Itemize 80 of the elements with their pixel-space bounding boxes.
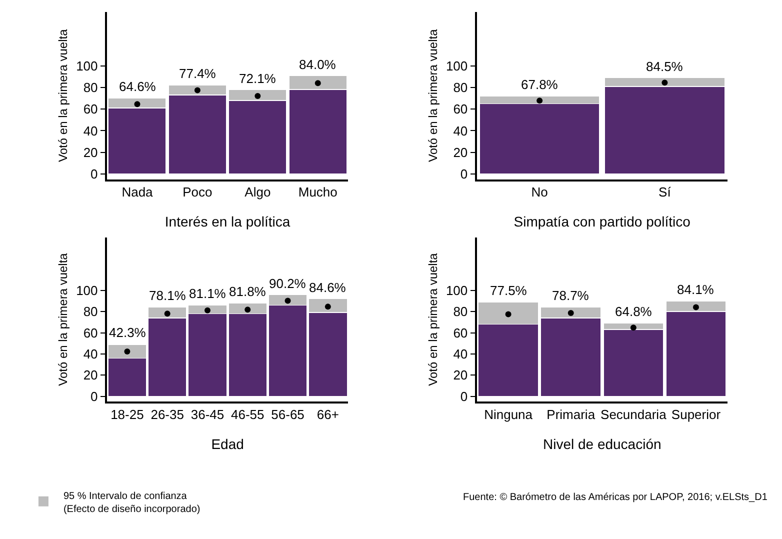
- y-tick-label: 20: [83, 368, 98, 383]
- y-tick-label: 80: [83, 80, 98, 96]
- point: [314, 80, 321, 86]
- x-axis-title: Nivel de educación: [542, 436, 662, 452]
- point: [194, 87, 200, 94]
- y-tick-label: 80: [453, 304, 468, 320]
- x-tick-label: Poco: [182, 184, 212, 200]
- y-tick-label: 40: [453, 123, 468, 138]
- y-tick-label: 80: [453, 80, 468, 96]
- x-tick-label: Ninguna: [484, 407, 534, 422]
- y-tick-label: 40: [453, 346, 468, 362]
- point: [568, 310, 574, 316]
- y-axis-title: Votó en la primera vuelta: [426, 28, 440, 162]
- y-tick-label: 60: [83, 325, 98, 340]
- data-label: 72.1%: [239, 71, 276, 86]
- data-label: 84.0%: [299, 57, 336, 72]
- y-tick-label: 60: [453, 102, 468, 117]
- y-tick-label: 100: [76, 58, 98, 74]
- point: [204, 307, 210, 314]
- point: [505, 311, 512, 318]
- x-tick-label: 26-35: [150, 407, 184, 422]
- point: [134, 101, 140, 108]
- data-label: 84.6%: [309, 280, 346, 295]
- x-tick-label: 18-25: [110, 407, 144, 422]
- x-tick-label: 46-55: [231, 407, 264, 422]
- legend-label: 95 % Intervalo de confianza (Efecto de diseño incorporado): [63, 490, 200, 515]
- y-tick-label: 40: [83, 123, 98, 138]
- point: [244, 306, 251, 313]
- data-label: 67.8%: [521, 77, 558, 92]
- data-label: 42.3%: [109, 325, 146, 340]
- x-tick-label: Superior: [671, 407, 722, 422]
- x-axis-title: Interés en la política: [164, 214, 290, 230]
- data-label: 77.5%: [490, 283, 528, 298]
- x-tick-label: 36-45: [190, 407, 224, 422]
- data-label: 81.1%: [189, 286, 226, 301]
- x-tick-label: Sí: [658, 184, 672, 200]
- x-tick-label: Nada: [122, 184, 154, 200]
- y-tick-label: 0: [90, 166, 98, 182]
- data-label: 78.7%: [552, 288, 590, 303]
- x-tick-label: Algo: [244, 184, 271, 200]
- x-tick-label: Mucho: [298, 184, 338, 200]
- y-tick-label: 100: [446, 58, 468, 74]
- point: [124, 348, 130, 355]
- data-label: 77.4%: [179, 66, 216, 81]
- data-label: 78.1%: [149, 288, 186, 303]
- y-axis-title: Votó en la primera vuelta: [56, 28, 70, 162]
- y-tick-label: 40: [83, 346, 98, 362]
- y-axis-title: Votó en la primera vuelta: [56, 252, 70, 386]
- x-tick-label: No: [531, 184, 548, 200]
- point: [254, 93, 261, 100]
- point: [284, 298, 291, 304]
- y-tick-label: 0: [460, 388, 468, 404]
- point: [630, 324, 636, 331]
- y-tick-label: 80: [83, 304, 98, 320]
- x-tick-label: 56-65: [271, 407, 304, 422]
- point: [164, 310, 170, 317]
- data-label: 81.8%: [229, 284, 266, 299]
- y-tick-label: 20: [453, 368, 468, 383]
- x-axis-title: Simpatía con partido político: [514, 214, 691, 230]
- data-label: 64.8%: [615, 304, 652, 319]
- source-note: Fuente: © Barómetro de las Américas por LAPOP, 2016; v.ELSts_D1: [463, 492, 768, 503]
- y-tick-label: 0: [90, 388, 98, 404]
- x-tick-label: Secundaria: [600, 407, 668, 422]
- y-tick-label: 20: [453, 144, 468, 160]
- x-axis-title: Edad: [211, 436, 244, 452]
- data-label: 84.5%: [646, 59, 684, 74]
- data-label: 84.1%: [677, 282, 714, 297]
- y-tick-label: 0: [460, 166, 468, 182]
- y-tick-label: 100: [446, 282, 468, 298]
- y-tick-label: 60: [453, 325, 468, 340]
- data-label: 64.6%: [119, 79, 156, 94]
- y-axis-title: Votó en la primera vuelta: [426, 252, 440, 386]
- data-label: 90.2%: [269, 276, 306, 291]
- point: [324, 304, 331, 310]
- y-tick-label: 20: [83, 144, 98, 160]
- y-tick-label: 60: [83, 102, 98, 117]
- y-tick-label: 100: [76, 282, 98, 298]
- point: [692, 304, 699, 310]
- x-tick-label: 66+: [316, 407, 339, 422]
- x-tick-label: Primaria: [546, 407, 596, 422]
